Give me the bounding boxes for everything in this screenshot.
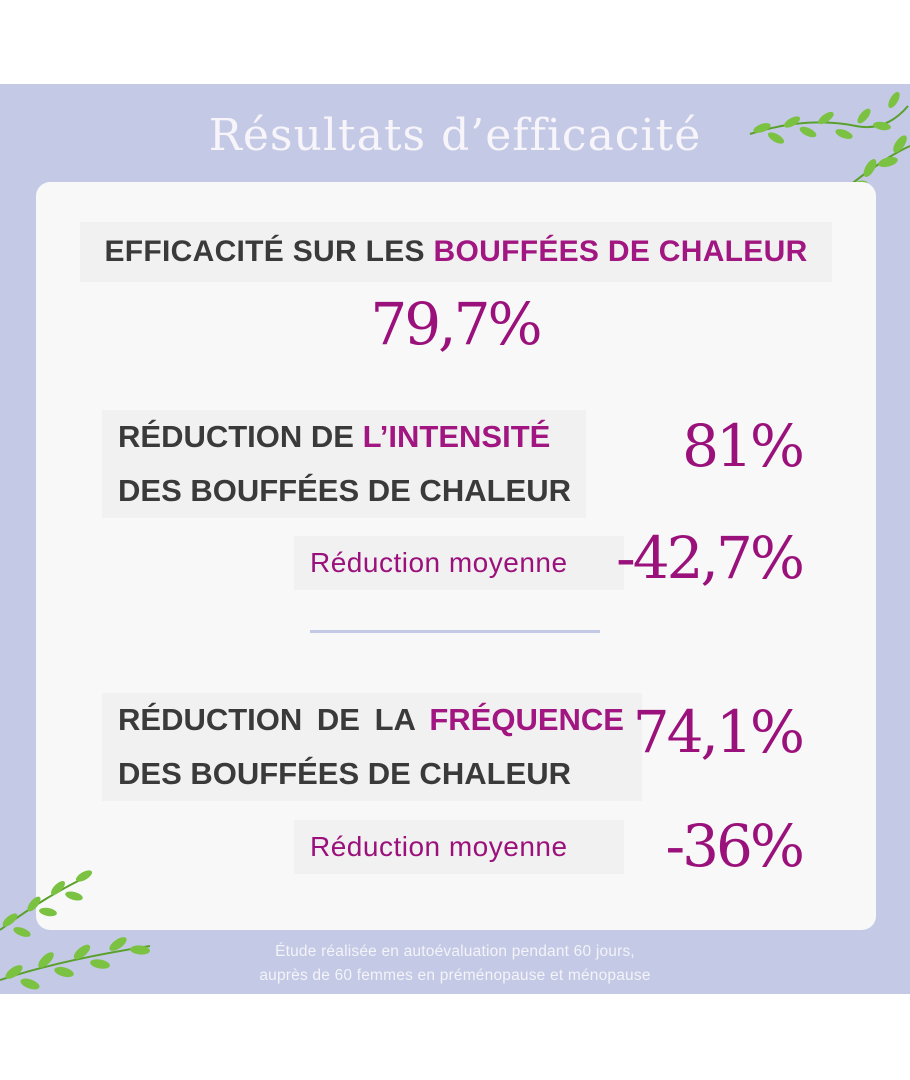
footnote-line2: auprès de 60 femmes en préménopause et m… bbox=[259, 967, 651, 984]
headline-text: EFFICACITÉ SUR LES bbox=[104, 235, 434, 268]
frequency-line1: RÉDUCTION DE LA bbox=[118, 702, 430, 737]
footnote: Étude réalisée en autoévaluation pendant… bbox=[0, 940, 910, 988]
frequency-sub-value: -36% bbox=[665, 812, 805, 880]
intensity-accent: L’INTENSITÉ bbox=[362, 419, 551, 454]
frequency-block: RÉDUCTION DE LA FRÉQUENCE DES BOUFFÉES D… bbox=[102, 693, 642, 801]
frequency-accent: FRÉQUENCE bbox=[429, 702, 624, 737]
intensity-value: 81% bbox=[682, 412, 805, 480]
main-value: 79,7% bbox=[370, 290, 542, 358]
intensity-sub-value: -42,7% bbox=[616, 524, 805, 592]
page-title: Résultats d’efficacité bbox=[208, 110, 702, 161]
frequency-sub-label: Réduction moyenne bbox=[294, 820, 624, 874]
frequency-line2: DES BOUFFÉES DE CHALEUR bbox=[118, 756, 571, 791]
intensity-line1: RÉDUCTION DE bbox=[118, 419, 363, 454]
intensity-line2: DES BOUFFÉES DE CHALEUR bbox=[118, 473, 571, 508]
intensity-block: RÉDUCTION DE L’INTENSITÉ DES BOUFFÉES DE… bbox=[102, 410, 586, 518]
frequency-value: 74,1% bbox=[632, 698, 805, 766]
divider bbox=[310, 630, 600, 633]
headline-accent: BOUFFÉES DE CHALEUR bbox=[433, 235, 808, 268]
intensity-sub-label: Réduction moyenne bbox=[294, 536, 624, 590]
footnote-line1: Étude réalisée en autoévaluation pendant… bbox=[275, 943, 635, 960]
headline: EFFICACITÉ SUR LES BOUFFÉES DE CHALEUR bbox=[80, 222, 832, 282]
leaf-vine-icon bbox=[0, 870, 151, 990]
